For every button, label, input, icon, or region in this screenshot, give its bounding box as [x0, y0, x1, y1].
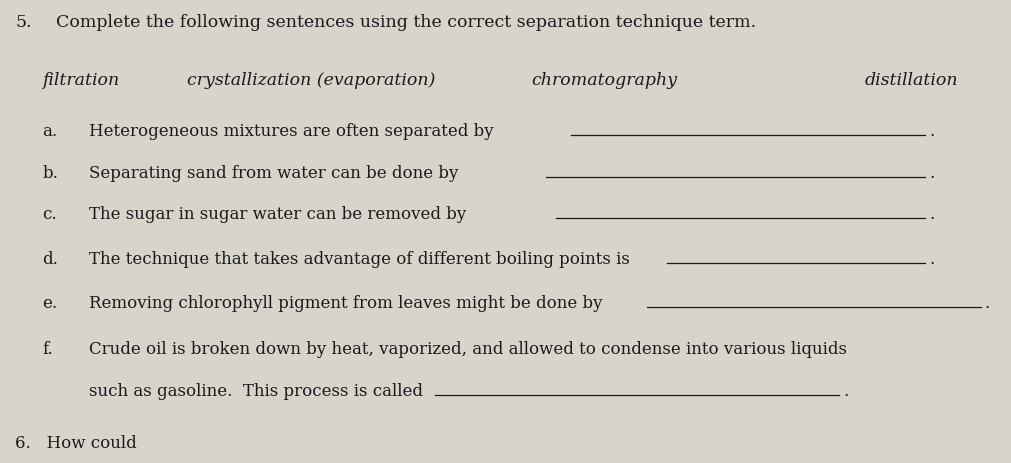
Text: distillation: distillation	[864, 72, 958, 89]
Text: Complete the following sentences using the correct separation technique term.: Complete the following sentences using t…	[56, 14, 756, 31]
Text: The sugar in sugar water can be removed by: The sugar in sugar water can be removed …	[89, 206, 466, 223]
Text: .: .	[929, 206, 934, 223]
Text: f.: f.	[42, 340, 54, 357]
Text: crystallization (evaporation): crystallization (evaporation)	[187, 72, 436, 89]
Text: b.: b.	[42, 164, 59, 181]
Text: 5.: 5.	[15, 14, 31, 31]
Text: .: .	[985, 294, 990, 311]
Text: .: .	[929, 123, 934, 140]
Text: a.: a.	[42, 123, 58, 140]
Text: e.: e.	[42, 294, 58, 311]
Text: Heterogeneous mixtures are often separated by: Heterogeneous mixtures are often separat…	[89, 123, 493, 140]
Text: c.: c.	[42, 206, 57, 223]
Text: Separating sand from water can be done by: Separating sand from water can be done b…	[89, 164, 458, 181]
Text: d.: d.	[42, 250, 59, 267]
Text: chromatography: chromatography	[531, 72, 677, 89]
Text: filtration: filtration	[42, 72, 119, 89]
Text: The technique that takes advantage of different boiling points is: The technique that takes advantage of di…	[89, 250, 630, 267]
Text: 6.   How could: 6. How could	[15, 434, 136, 451]
Text: Removing chlorophyll pigment from leaves might be done by: Removing chlorophyll pigment from leaves…	[89, 294, 603, 311]
Text: .: .	[929, 250, 934, 267]
Text: such as gasoline.  This process is called: such as gasoline. This process is called	[89, 382, 423, 399]
Text: .: .	[929, 164, 934, 181]
Text: .: .	[843, 382, 848, 399]
Text: Crude oil is broken down by heat, vaporized, and allowed to condense into variou: Crude oil is broken down by heat, vapori…	[89, 340, 847, 357]
